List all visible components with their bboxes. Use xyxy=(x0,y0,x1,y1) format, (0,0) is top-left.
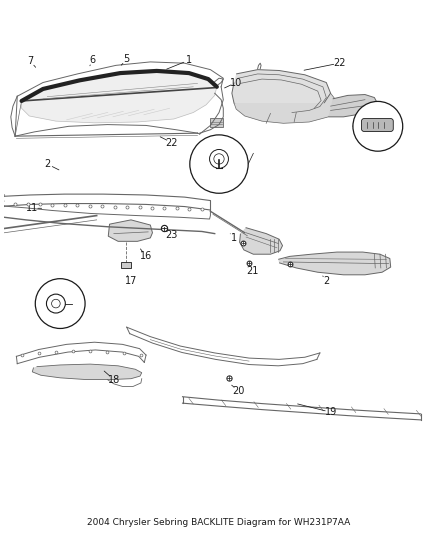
Text: 2004 Chrysler Sebring BACKLITE Diagram for WH231P7AA: 2004 Chrysler Sebring BACKLITE Diagram f… xyxy=(87,518,351,527)
Text: 11: 11 xyxy=(26,203,39,213)
Text: 2: 2 xyxy=(323,276,329,286)
Polygon shape xyxy=(21,71,217,123)
Text: 25: 25 xyxy=(62,303,74,313)
Text: 17: 17 xyxy=(125,276,137,286)
Polygon shape xyxy=(108,220,152,241)
Text: 16: 16 xyxy=(140,252,152,261)
Polygon shape xyxy=(328,94,378,117)
Polygon shape xyxy=(234,93,337,123)
FancyBboxPatch shape xyxy=(210,118,223,127)
Circle shape xyxy=(190,135,248,193)
Text: 7: 7 xyxy=(27,56,33,66)
Text: 10: 10 xyxy=(230,77,242,87)
Polygon shape xyxy=(240,228,283,254)
FancyBboxPatch shape xyxy=(121,262,131,269)
Polygon shape xyxy=(278,252,391,275)
Text: 27: 27 xyxy=(359,131,371,141)
Text: 6: 6 xyxy=(89,55,95,65)
Text: 20: 20 xyxy=(232,386,244,395)
Text: 22: 22 xyxy=(166,138,178,148)
Text: 18: 18 xyxy=(108,375,120,384)
Circle shape xyxy=(35,279,85,328)
Text: 19: 19 xyxy=(325,407,337,417)
Polygon shape xyxy=(32,364,142,379)
Polygon shape xyxy=(232,70,331,114)
Circle shape xyxy=(353,101,403,151)
Text: 2: 2 xyxy=(44,159,50,169)
Text: 22: 22 xyxy=(333,58,346,68)
Text: 1: 1 xyxy=(186,55,192,65)
Text: 21: 21 xyxy=(246,266,259,277)
Circle shape xyxy=(209,149,229,168)
Text: 1: 1 xyxy=(231,233,237,243)
Text: 23: 23 xyxy=(166,230,178,240)
FancyBboxPatch shape xyxy=(361,118,393,132)
Text: 5: 5 xyxy=(124,54,130,64)
Text: 24: 24 xyxy=(207,168,219,177)
